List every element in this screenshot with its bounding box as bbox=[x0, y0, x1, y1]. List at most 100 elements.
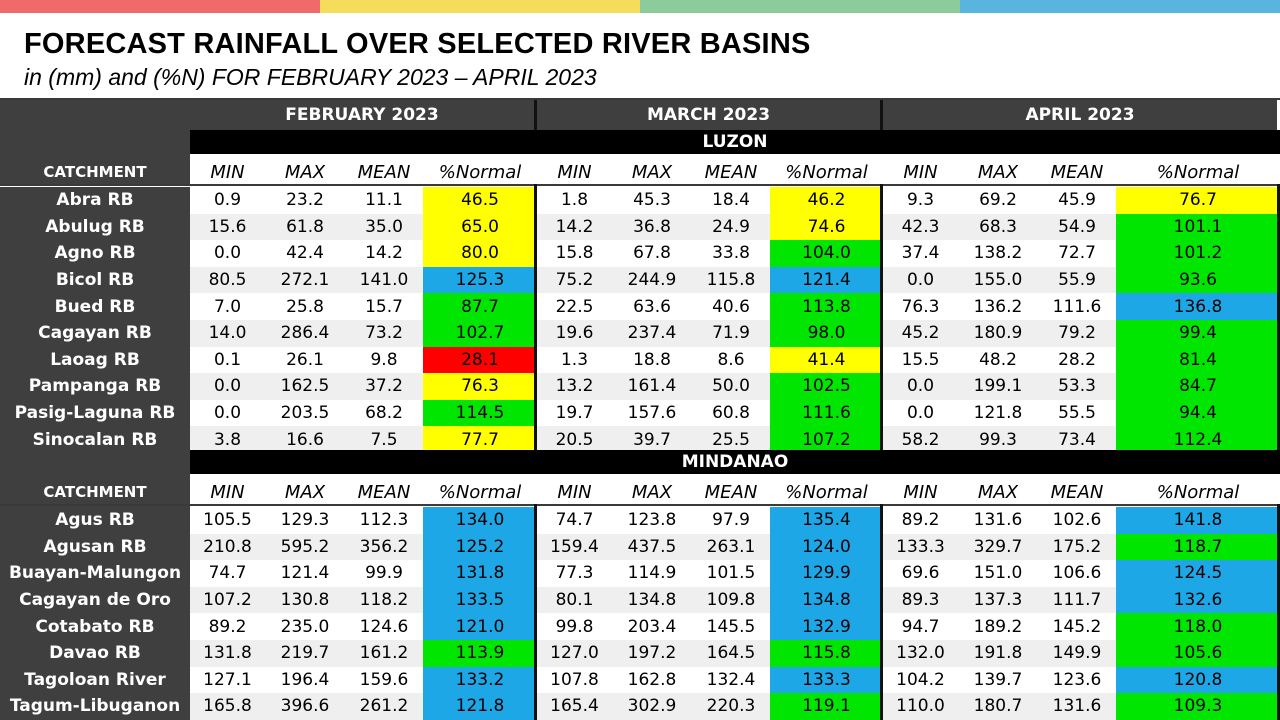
value-cell: 23.2 bbox=[286, 190, 324, 211]
catchment-name-column bbox=[0, 507, 190, 720]
value-cell: 42.4 bbox=[286, 243, 324, 264]
value-cell: 45.2 bbox=[901, 323, 940, 344]
catchment-name-column bbox=[0, 187, 190, 453]
percent-normal-cell: 87.7 bbox=[423, 293, 537, 320]
value-cell: 595.2 bbox=[280, 536, 330, 557]
value-cell: 191.8 bbox=[973, 643, 1023, 664]
value-cell: 18.4 bbox=[712, 190, 750, 211]
column-header-min: MIN bbox=[557, 481, 592, 503]
percent-normal-cell: 94.4 bbox=[1116, 399, 1280, 427]
value-cell: 14.2 bbox=[365, 243, 403, 264]
value-cell: 36.8 bbox=[633, 216, 671, 237]
percent-normal-cell: 113.9 bbox=[423, 640, 537, 667]
value-cell: 60.8 bbox=[712, 403, 750, 424]
percent-normal-cell: 132.9 bbox=[770, 613, 883, 640]
value-cell: 69.2 bbox=[979, 190, 1017, 211]
value-cell: 0.0 bbox=[213, 376, 242, 397]
value-cell: 0.0 bbox=[213, 243, 242, 264]
value-cell: 0.0 bbox=[906, 376, 935, 397]
value-cell: 396.6 bbox=[280, 696, 330, 717]
percent-normal-cell: 80.0 bbox=[423, 240, 537, 267]
percent-normal-cell: 107.2 bbox=[770, 426, 883, 453]
value-cell: 203.5 bbox=[280, 403, 330, 424]
catchment-name: Tagoloan River bbox=[24, 669, 166, 690]
catchment-header-block bbox=[0, 100, 190, 184]
value-cell: 203.4 bbox=[627, 616, 677, 637]
percent-normal-cell: 81.4 bbox=[1116, 346, 1280, 374]
percent-normal-cell: 135.4 bbox=[770, 507, 883, 534]
value-cell: 329.7 bbox=[973, 536, 1023, 557]
row-stripe bbox=[190, 213, 1280, 241]
value-cell: 1.8 bbox=[560, 190, 589, 211]
value-cell: 14.2 bbox=[555, 216, 594, 237]
value-cell: 159.6 bbox=[359, 669, 409, 690]
value-cell: 15.8 bbox=[555, 243, 594, 264]
value-cell: 157.6 bbox=[627, 403, 677, 424]
percent-normal-cell: 98.0 bbox=[770, 320, 883, 347]
value-cell: 55.9 bbox=[1058, 270, 1096, 291]
value-cell: 14.0 bbox=[208, 323, 247, 344]
value-cell: 106.6 bbox=[1052, 563, 1102, 584]
value-cell: 9.8 bbox=[370, 349, 398, 370]
value-cell: 175.2 bbox=[1052, 536, 1102, 557]
value-cell: 235.0 bbox=[280, 616, 330, 637]
value-cell: 105.5 bbox=[203, 510, 252, 531]
catchment-name: Abulug RB bbox=[45, 216, 145, 237]
region-header: LUZON bbox=[190, 130, 1280, 154]
value-cell: 89.2 bbox=[208, 616, 247, 637]
top-bar-segment-blue bbox=[960, 0, 1280, 13]
value-cell: 199.1 bbox=[973, 376, 1023, 397]
value-cell: 180.7 bbox=[973, 696, 1023, 717]
value-cell: 136.2 bbox=[973, 296, 1023, 317]
value-cell: 63.6 bbox=[633, 296, 671, 317]
percent-normal-cell: 121.8 bbox=[423, 693, 537, 720]
value-cell: 24.9 bbox=[712, 216, 750, 237]
percent-normal-cell: 131.8 bbox=[423, 560, 537, 587]
column-header-max: MAX bbox=[284, 161, 326, 183]
value-cell: 261.2 bbox=[359, 696, 409, 717]
row-stripe bbox=[190, 586, 1280, 614]
month-separator bbox=[534, 100, 537, 130]
value-cell: 121.8 bbox=[973, 403, 1023, 424]
value-cell: 11.1 bbox=[365, 190, 403, 211]
month-header: MARCH 2023 bbox=[537, 100, 880, 130]
value-cell: 45.9 bbox=[1058, 190, 1096, 211]
column-header-normal: %Normal bbox=[785, 481, 868, 503]
percent-normal-cell: 125.3 bbox=[423, 266, 537, 294]
value-cell: 130.8 bbox=[280, 590, 330, 611]
page-subtitle: in (mm) and (%N) FOR FEBRUARY 2023 – APR… bbox=[24, 64, 597, 90]
value-cell: 61.8 bbox=[286, 216, 324, 237]
value-cell: 15.5 bbox=[901, 349, 940, 370]
row-stripe bbox=[190, 266, 1280, 294]
value-cell: 89.3 bbox=[901, 590, 940, 611]
row-stripe bbox=[190, 640, 1280, 667]
catchment-name: Abra RB bbox=[56, 190, 134, 211]
month-separator bbox=[1277, 184, 1280, 453]
value-cell: 220.3 bbox=[706, 696, 756, 717]
percent-normal-cell: 109.3 bbox=[1116, 693, 1280, 720]
column-header-min: MIN bbox=[903, 161, 938, 183]
percent-normal-cell: 129.9 bbox=[770, 560, 883, 587]
top-bar-segment-green bbox=[640, 0, 960, 13]
value-cell: 165.8 bbox=[203, 696, 252, 717]
value-cell: 74.7 bbox=[208, 563, 247, 584]
value-cell: 20.5 bbox=[555, 429, 594, 450]
row-stripe bbox=[190, 373, 1280, 400]
value-cell: 26.1 bbox=[286, 349, 324, 370]
percent-normal-cell: 28.1 bbox=[423, 346, 537, 374]
column-header-normal: %Normal bbox=[1156, 161, 1240, 183]
value-cell: 133.3 bbox=[896, 536, 945, 557]
value-cell: 210.8 bbox=[203, 536, 252, 557]
top-bar-segment-red bbox=[0, 0, 320, 13]
value-cell: 124.6 bbox=[359, 616, 409, 637]
catchment-name: Tagum-Libuganon bbox=[9, 696, 181, 717]
value-cell: 7.0 bbox=[213, 296, 242, 317]
catchment-name: Buayan-Malungon bbox=[8, 563, 182, 584]
percent-normal-cell: 65.0 bbox=[423, 213, 537, 241]
value-cell: 99.9 bbox=[365, 563, 403, 584]
column-header-min: MIN bbox=[210, 161, 245, 183]
region-header: MINDANAO bbox=[190, 450, 1280, 474]
catchment-name: Cotabato RB bbox=[35, 616, 155, 637]
catchment-name: Cagayan RB bbox=[38, 323, 152, 344]
percent-normal-cell: 84.7 bbox=[1116, 373, 1280, 400]
